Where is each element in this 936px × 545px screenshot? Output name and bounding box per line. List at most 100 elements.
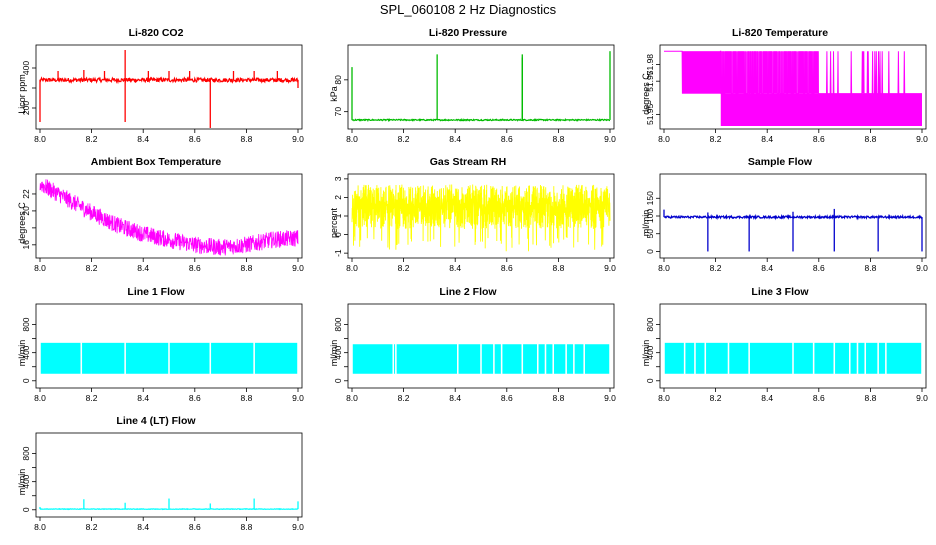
flow-block bbox=[502, 344, 522, 374]
y-tick-label: 2 bbox=[333, 195, 343, 200]
x-tick-label: 8.8 bbox=[864, 393, 876, 403]
x-tick-label: 8.6 bbox=[189, 393, 201, 403]
flow-block bbox=[82, 342, 125, 374]
y-tick-label: 200 bbox=[21, 101, 31, 115]
panel-ambient-box-temperature: Ambient Box Temperature degrees C 8.0 8.2… bbox=[0, 156, 312, 286]
flow-block bbox=[695, 342, 705, 374]
series-line bbox=[351, 117, 610, 123]
plot-frame bbox=[35, 173, 303, 259]
panel-li820-pressure: Li-820 Pressure kPa 8.0 8.2 8.4 8.6 8.8 9.0 70… bbox=[312, 27, 624, 157]
y-tick-label: 16 bbox=[21, 240, 31, 250]
panel-title: Line 3 Flow bbox=[751, 286, 809, 298]
series bbox=[351, 51, 611, 123]
x-tick-label: 8.0 bbox=[346, 134, 358, 144]
flow-block bbox=[481, 344, 494, 374]
plot-frame bbox=[35, 44, 303, 130]
y-tick-label: 50 bbox=[645, 229, 655, 239]
y-tick-label: 70 bbox=[333, 107, 343, 117]
flow-block bbox=[574, 344, 584, 374]
sample-flow-chart: 8.0 8.2 8.4 8.6 8.8 9.0 0 50 100 150 bbox=[645, 173, 928, 273]
ambient-temperature-chart: 8.0 8.2 8.4 8.6 8.8 9.0 16 20 22 bbox=[21, 173, 304, 273]
flow-block bbox=[523, 344, 537, 374]
y-tick-label: 100 bbox=[645, 209, 655, 223]
x-tick-label: 9.0 bbox=[916, 393, 928, 403]
line2-flow-chart: 8.0 8.2 8.4 8.6 8.8 9.0 0 400 800 bbox=[333, 303, 616, 403]
flow-block bbox=[211, 342, 254, 374]
x-tick-label: 8.2 bbox=[710, 393, 722, 403]
flow-block bbox=[878, 342, 886, 374]
series-line bbox=[351, 184, 611, 252]
y-tick-label: 800 bbox=[333, 317, 343, 331]
y-tick-label: 20 bbox=[21, 206, 31, 216]
series-fill bbox=[682, 51, 819, 94]
x-tick-label: 8.6 bbox=[501, 393, 513, 403]
x-tick-label: 8.8 bbox=[240, 134, 252, 144]
panel-gas-stream-rh: Gas Stream RH percent 8.0 8.2 8.4 8.6 8.8 9.0… bbox=[312, 156, 624, 286]
x-tick-label: 8.8 bbox=[552, 393, 564, 403]
flow-block bbox=[458, 344, 481, 374]
x-tick-label: 8.2 bbox=[398, 393, 410, 403]
x-tick-label: 8.4 bbox=[137, 522, 149, 532]
flow-block bbox=[835, 342, 849, 374]
x-tick-label: 9.0 bbox=[292, 134, 304, 144]
flow-block bbox=[850, 342, 857, 374]
y-tick-label: 0 bbox=[333, 378, 343, 383]
y-tick-label: 51.97 bbox=[645, 70, 655, 92]
flow-block bbox=[169, 342, 210, 374]
y-tick-label: -1 bbox=[333, 249, 343, 257]
x-tick-label: 8.8 bbox=[240, 393, 252, 403]
x-tick-label: 8.2 bbox=[86, 134, 98, 144]
x-tick-label: 8.6 bbox=[189, 134, 201, 144]
x-tick-label: 8.8 bbox=[864, 263, 876, 273]
plot-frame bbox=[35, 432, 303, 518]
x-tick-label: 8.4 bbox=[761, 134, 773, 144]
y-tick-label: 0 bbox=[21, 378, 31, 383]
flow-block bbox=[254, 342, 298, 374]
y-tick-label: 400 bbox=[21, 474, 31, 488]
x-tick-label: 8.6 bbox=[813, 393, 825, 403]
panel-title: Li-820 Pressure bbox=[428, 27, 508, 39]
x-tick-label: 8.0 bbox=[658, 263, 670, 273]
flow-block bbox=[394, 344, 396, 374]
x-tick-label: 8.2 bbox=[398, 263, 410, 273]
series bbox=[39, 50, 299, 128]
flow-block bbox=[749, 342, 793, 374]
panel-title: Gas Stream RH bbox=[429, 156, 507, 168]
flow-block bbox=[554, 344, 566, 374]
panel-title: Ambient Box Temperature bbox=[90, 156, 222, 168]
x-tick-label: 9.0 bbox=[292, 263, 304, 273]
panel-line3-flow: Line 3 Flow ml/min 8.0 8.2 8.4 8.6 8.8 9.0 0 40… bbox=[624, 286, 936, 416]
y-tick-label: 400 bbox=[21, 61, 31, 75]
x-tick-label: 9.0 bbox=[292, 393, 304, 403]
y-tick-label: 51.95 bbox=[645, 103, 655, 125]
x-tick-label: 8.2 bbox=[86, 522, 98, 532]
y-tick-label: 800 bbox=[21, 317, 31, 331]
flow-block bbox=[886, 342, 922, 374]
line3-flow-chart: 8.0 8.2 8.4 8.6 8.8 9.0 0 400 800 bbox=[645, 303, 928, 403]
y-tick-label: 80 bbox=[333, 75, 343, 85]
x-tick-label: 8.2 bbox=[398, 134, 410, 144]
x-tick-label: 8.6 bbox=[813, 263, 825, 273]
line4-flow-chart: 8.0 8.2 8.4 8.6 8.8 9.0 0 400 800 bbox=[21, 432, 304, 532]
x-tick-label: 8.4 bbox=[137, 393, 149, 403]
series-fill bbox=[720, 93, 922, 126]
x-tick-label: 9.0 bbox=[292, 522, 304, 532]
x-tick-label: 9.0 bbox=[604, 263, 616, 273]
x-tick-label: 8.4 bbox=[449, 134, 461, 144]
x-tick-label: 8.4 bbox=[449, 393, 461, 403]
y-tick-label: 800 bbox=[645, 317, 655, 331]
flow-block bbox=[352, 344, 393, 374]
flow-block bbox=[396, 344, 458, 374]
x-tick-label: 8.0 bbox=[34, 522, 46, 532]
x-tick-label: 9.0 bbox=[604, 134, 616, 144]
x-tick-label: 8.6 bbox=[501, 263, 513, 273]
flow-block bbox=[685, 342, 695, 374]
x-tick-label: 8.4 bbox=[137, 263, 149, 273]
y-tick-label: 1 bbox=[333, 213, 343, 218]
y-tick-label: 800 bbox=[21, 446, 31, 460]
y-tick-label: 400 bbox=[333, 345, 343, 359]
x-tick-label: 9.0 bbox=[916, 134, 928, 144]
panel-line2-flow: Line 2 Flow ml/min 8.0 8.2 8.4 8.6 8.8 9.0 0 40… bbox=[312, 286, 624, 416]
y-tick-label: 400 bbox=[645, 345, 655, 359]
x-tick-label: 8.0 bbox=[346, 393, 358, 403]
